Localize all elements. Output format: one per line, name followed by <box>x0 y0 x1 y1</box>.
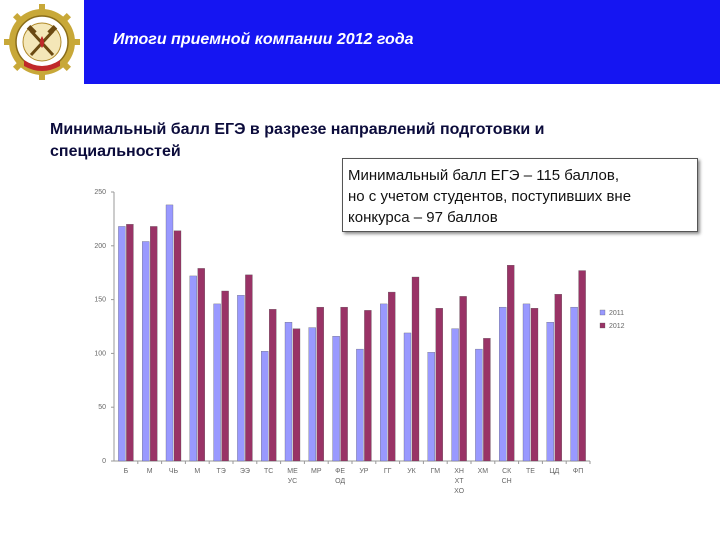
bar-2011-19 <box>546 322 554 462</box>
x-tick-label: СН <box>502 478 512 485</box>
bar-2012-14 <box>435 308 443 462</box>
y-tick-label: 150 <box>94 297 106 304</box>
legend-label-2011: 2011 <box>609 310 624 317</box>
bar-2012-9 <box>316 306 324 462</box>
callout-line-3: конкурса – 97 баллов <box>348 209 498 226</box>
bar-2012-3 <box>173 230 182 462</box>
university-emblem-icon <box>4 4 80 80</box>
x-tick-label: УК <box>407 468 416 475</box>
callout-line-2: но с учетом студентов, поступивших вне <box>348 188 632 205</box>
x-tick-label: Б <box>124 468 129 475</box>
x-tick-label: МР <box>311 468 322 475</box>
x-tick-label: ЦД <box>549 468 559 475</box>
x-tick-label: ХТ <box>455 478 465 485</box>
bar-2011-3 <box>165 204 174 462</box>
x-tick-label: УС <box>288 478 298 485</box>
bar-2012-19 <box>554 294 562 462</box>
chart-heading-line-2: специальностей <box>50 143 181 160</box>
bar-2011-5 <box>213 303 221 462</box>
bar-2012-17 <box>507 265 515 462</box>
x-tick-label: ФП <box>573 468 583 475</box>
bar-2012-16 <box>483 338 491 462</box>
bar-2011-9 <box>308 327 316 462</box>
x-tick-label: ТЭ <box>216 468 225 475</box>
bar-2011-4 <box>189 275 197 462</box>
bar-2012-13 <box>411 276 420 462</box>
y-tick-label: 50 <box>98 404 106 411</box>
chart-heading: Минимальный балл ЕГЭ в разрезе направлен… <box>50 119 650 163</box>
legend-swatch-2012 <box>599 322 606 329</box>
bar-2012-12 <box>388 291 396 462</box>
x-tick-label: ГМ <box>431 468 441 475</box>
x-tick-label: ТЕ <box>526 468 535 475</box>
bar-2011-7 <box>261 351 269 462</box>
bar-2012-4 <box>197 268 205 462</box>
x-tick-label: УР <box>359 468 368 475</box>
legend-swatch-2011 <box>599 309 606 316</box>
x-tick-label: ХН <box>454 468 464 475</box>
bar-2011-12 <box>380 303 388 462</box>
bar-2011-18 <box>522 303 531 462</box>
x-tick-label: ГГ <box>384 468 392 475</box>
bar-2011-13 <box>403 332 412 462</box>
x-tick-label: ЧЬ <box>169 468 179 475</box>
bar-2011-8 <box>284 322 293 462</box>
bar-2011-17 <box>499 306 507 462</box>
x-tick-label: ФЕ <box>335 468 345 475</box>
y-tick-label: 0 <box>102 458 106 465</box>
bar-2012-5 <box>221 290 229 462</box>
bar-2011-11 <box>356 348 364 462</box>
callout-line-1: Минимальный балл ЕГЭ – 115 баллов, <box>348 167 620 184</box>
bar-2011-15 <box>451 328 459 462</box>
x-tick-label: ОД <box>335 478 345 485</box>
bar-2011-16 <box>475 348 483 462</box>
x-tick-label: ХО <box>454 488 464 495</box>
y-tick-label: 200 <box>94 243 106 250</box>
callout-box: Минимальный балл ЕГЭ – 115 баллов, но с … <box>342 158 698 232</box>
x-tick-label: М <box>194 468 200 475</box>
y-tick-label: 100 <box>94 350 106 357</box>
bar-2012-8 <box>292 328 301 462</box>
x-tick-label: ЭЭ <box>240 468 250 475</box>
header-bar: Итоги приемной компании 2012 года <box>0 0 720 84</box>
bar-2011-1 <box>118 226 126 462</box>
bar-2012-15 <box>459 296 467 462</box>
bar-2011-2 <box>142 241 150 462</box>
bar-2012-2 <box>150 226 158 462</box>
bar-2011-10 <box>332 336 340 462</box>
logo <box>0 0 84 84</box>
x-tick-label: М <box>147 468 153 475</box>
bar-2012-10 <box>340 306 348 462</box>
chart-heading-line-1: Минимальный балл ЕГЭ в разрезе направлен… <box>50 121 545 138</box>
x-tick-label: ХМ <box>478 468 489 475</box>
bar-2012-18 <box>530 308 539 462</box>
bar-2011-14 <box>427 352 435 462</box>
bar-2012-1 <box>126 224 134 462</box>
bar-2012-7 <box>269 309 277 462</box>
page-title: Итоги приемной компании 2012 года <box>113 31 414 48</box>
bar-2012-20 <box>578 270 586 462</box>
x-tick-label: МЕ <box>287 468 298 475</box>
bar-2011-6 <box>237 295 245 462</box>
x-tick-label: ТС <box>264 468 273 475</box>
x-tick-label: СК <box>502 468 512 475</box>
legend-label-2012: 2012 <box>609 323 625 330</box>
bar-2011-20 <box>570 306 578 462</box>
bar-2012-11 <box>364 310 372 462</box>
bar-2012-6 <box>245 274 253 462</box>
y-tick-label: 250 <box>94 189 106 196</box>
